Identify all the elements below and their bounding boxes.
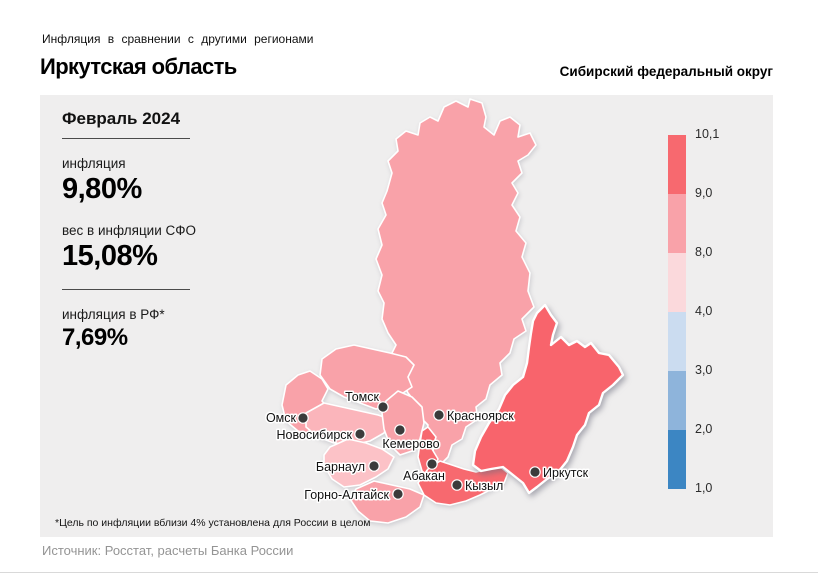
region-altai-krai[interactable] xyxy=(323,438,395,488)
choropleth-map: Омск Томск Новосибирск Кемерово Красноярск Ба… xyxy=(264,98,625,524)
inflation-value: 9,80% xyxy=(62,173,142,205)
city-label-kemerovo: Кемерово xyxy=(382,437,439,451)
map-panel: Омск Томск Новосибирск Кемерово Красноярск Ба… xyxy=(40,95,773,537)
weight-value: 15,08% xyxy=(62,240,158,272)
legend-tick-label: 9,0 xyxy=(695,186,713,200)
city-marker-novosibirsk xyxy=(354,428,366,440)
city-marker-omsk xyxy=(297,412,309,424)
legend-tick-label: 1,0 xyxy=(695,481,713,495)
footnote: *Цель по инфляции вблизи 4% установлена … xyxy=(55,517,371,529)
source-attribution: Источник: Росстат, расчеты Банка России xyxy=(42,543,294,558)
legend-segment-5 xyxy=(668,430,686,489)
region-tyva[interactable] xyxy=(417,460,509,506)
legend-tick-label: 3,0 xyxy=(695,363,713,377)
widget-subtitle: Инфляция в сравнении с другими регионами xyxy=(42,32,314,46)
city-marker-tomsk xyxy=(377,401,389,413)
city-marker-barnaul xyxy=(368,460,380,472)
page-title: Иркутская область xyxy=(40,54,237,79)
legend-segment-0 xyxy=(668,135,686,194)
city-marker-kemerovo xyxy=(394,424,406,436)
city-label-krasnoyarsk: Красноярск xyxy=(447,409,514,423)
city-label-abakan: Абакан xyxy=(403,469,445,483)
city-marker-kyzyl xyxy=(451,479,463,491)
city-markers-layer: Омск Томск Новосибирск Кемерово Красноярск Ба… xyxy=(264,389,590,504)
weight-label: вес в инфляции СФО xyxy=(62,223,197,238)
legend-tick-label: 2,0 xyxy=(695,422,713,436)
city-label-tomsk: Томск xyxy=(345,390,379,404)
city-label-gorno-altaisk: Горно-Алтайск xyxy=(304,488,389,502)
legend-tick-label: 10,1 xyxy=(695,127,720,141)
legend-segment-1 xyxy=(668,194,686,253)
bottom-divider xyxy=(0,572,818,573)
city-label-barnaul: Барнаул xyxy=(316,460,365,474)
rf-inflation-label: инфляция в РФ* xyxy=(62,307,165,322)
region-kemerovo[interactable] xyxy=(381,390,425,456)
federal-district-label: Сибирский федеральный округ xyxy=(559,64,773,79)
city-label-irkutsk: Иркутск xyxy=(543,466,589,480)
city-marker-irkutsk xyxy=(529,466,541,478)
city-label-novosibirsk: Новосибирск xyxy=(277,428,353,442)
divider-line xyxy=(62,289,190,290)
region-tomsk[interactable] xyxy=(319,344,415,410)
rf-inflation-value: 7,69% xyxy=(62,324,128,351)
city-marker-gorno-altaisk xyxy=(392,488,404,500)
city-marker-abakan xyxy=(426,458,438,470)
city-label-omsk: Омск xyxy=(266,411,297,425)
period-label: Февраль 2024 xyxy=(62,109,190,139)
legend-segment-4 xyxy=(668,371,686,430)
region-altai-republic[interactable] xyxy=(349,480,425,524)
legend-segment-2 xyxy=(668,253,686,312)
city-marker-krasnoyarsk xyxy=(433,409,445,421)
legend-tick-label: 4,0 xyxy=(695,304,713,318)
color-scale-legend: 10,1 9,0 8,0 4,0 3,0 2,0 1,0 xyxy=(668,95,768,537)
legend-tick-label: 8,0 xyxy=(695,245,713,259)
region-irkutsk-highlighted[interactable] xyxy=(471,303,625,495)
legend-color-bar xyxy=(668,135,686,489)
stats-block: Февраль 2024 инфляция 9,80% вес в инфляц… xyxy=(62,109,292,352)
region-novosibirsk[interactable] xyxy=(305,402,391,446)
city-label-kyzyl: Кызыл xyxy=(465,479,503,493)
inflation-label: инфляция xyxy=(62,156,126,171)
legend-segment-3 xyxy=(668,312,686,371)
